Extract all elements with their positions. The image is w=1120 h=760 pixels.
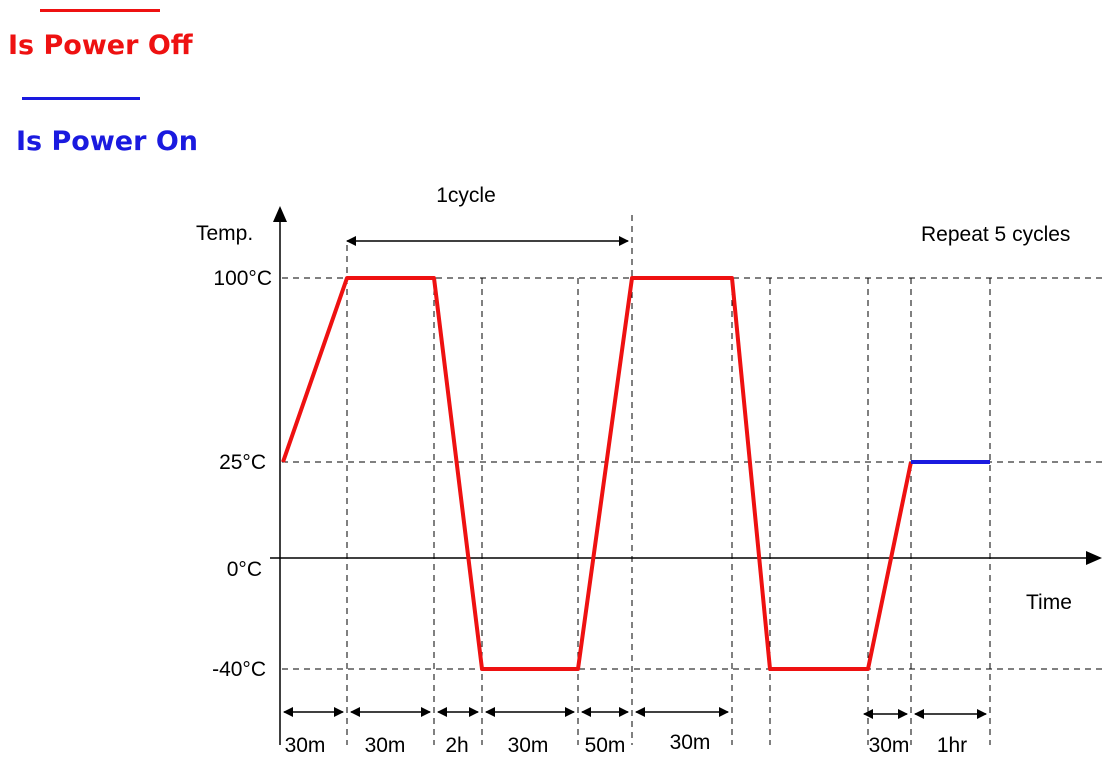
cycle-label: 1cycle xyxy=(436,184,496,207)
duration-label-2: 30m xyxy=(365,734,406,757)
legend-power-off-line xyxy=(40,9,160,12)
duration-label-7: 30m xyxy=(869,734,910,757)
duration-label-3: 2h xyxy=(445,734,468,757)
duration-label-5: 50m xyxy=(585,734,626,757)
duration-arrows xyxy=(283,707,987,719)
repeat-label: Repeat 5 cycles xyxy=(921,223,1070,246)
y-axis-label: Temp. xyxy=(196,222,253,245)
horizontal-guides xyxy=(282,277,1105,670)
temp-label-100c: 100°C xyxy=(213,267,272,290)
legend-power-on-line xyxy=(22,97,140,100)
legend-power-off-label: Is Power Off xyxy=(8,30,193,61)
duration-label-8: 1hr xyxy=(937,734,967,757)
duration-label-4: 30m xyxy=(508,734,549,757)
x-axis-label: Time xyxy=(1026,591,1072,614)
duration-label-6: 30m xyxy=(670,731,711,754)
temp-label-minus-40c: -40°C xyxy=(212,658,266,681)
profile-power-off-line xyxy=(281,276,913,671)
vertical-guides xyxy=(346,215,991,745)
temp-label-0c: 0°C xyxy=(227,558,262,581)
temp-label-25c: 25°C xyxy=(219,451,266,474)
legend-power-on-label: Is Power On xyxy=(16,126,198,157)
duration-label-1: 30m xyxy=(285,734,326,757)
